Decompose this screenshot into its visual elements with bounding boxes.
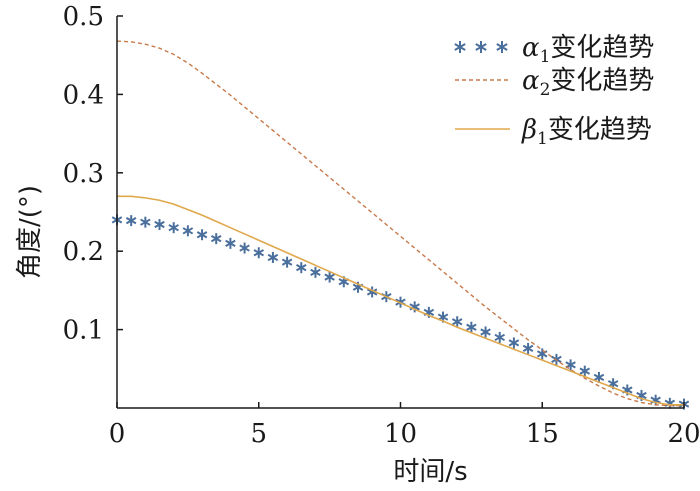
data-point bbox=[480, 326, 491, 338]
legend-marker bbox=[475, 41, 487, 53]
legend-label: α1变化趋势 bbox=[522, 33, 654, 67]
data-point bbox=[451, 316, 463, 328]
data-point bbox=[324, 271, 335, 283]
data-point bbox=[267, 251, 279, 263]
data-point bbox=[281, 256, 293, 268]
x-axis-label: 时间/s bbox=[393, 457, 467, 487]
x-tick-label: 20 bbox=[667, 419, 700, 449]
data-point bbox=[225, 237, 236, 249]
data-point bbox=[664, 397, 676, 409]
data-point bbox=[508, 337, 520, 349]
data-point bbox=[409, 301, 420, 313]
y-tick-label: 0.4 bbox=[63, 80, 104, 110]
series-alpha1-markers bbox=[111, 214, 690, 410]
x-tick-label: 5 bbox=[250, 419, 267, 449]
data-point bbox=[366, 286, 378, 298]
data-point bbox=[650, 394, 661, 406]
plot-lines bbox=[111, 40, 690, 410]
y-tick-label: 0.1 bbox=[63, 316, 104, 346]
data-point bbox=[522, 342, 534, 354]
legend-marker bbox=[454, 41, 466, 53]
x-tick-label: 15 bbox=[526, 419, 559, 449]
y-tick-label: 0.3 bbox=[63, 159, 104, 189]
data-point bbox=[494, 331, 505, 343]
data-point bbox=[593, 371, 605, 383]
data-point bbox=[466, 321, 477, 333]
data-point bbox=[168, 222, 179, 234]
data-point bbox=[239, 242, 250, 254]
data-point bbox=[154, 219, 165, 231]
data-point bbox=[196, 229, 208, 241]
y-axis-label: 角度/(°) bbox=[15, 185, 45, 279]
legend-item: α1变化趋势 bbox=[454, 33, 654, 67]
data-point bbox=[296, 262, 307, 274]
ticks: 0 5 10 15 20 0.1 0.2 0.3 0.4 0.5 bbox=[63, 2, 700, 449]
legend-item: α2变化趋势 bbox=[455, 66, 654, 100]
legend-label: β1变化趋势 bbox=[521, 115, 652, 149]
legend-item: β1变化趋势 bbox=[455, 115, 652, 149]
data-point bbox=[565, 359, 576, 371]
data-point bbox=[182, 225, 194, 237]
y-tick-label: 0.2 bbox=[63, 237, 104, 267]
data-point bbox=[579, 365, 591, 377]
data-point bbox=[210, 233, 222, 245]
data-point bbox=[253, 247, 265, 259]
data-point bbox=[125, 215, 137, 227]
data-point bbox=[310, 266, 321, 278]
legend-label: α2变化趋势 bbox=[522, 66, 654, 100]
x-tick-label: 10 bbox=[384, 419, 417, 449]
y-tick-label: 0.5 bbox=[63, 2, 104, 32]
series-beta1-line bbox=[117, 195, 684, 406]
data-point bbox=[140, 216, 151, 228]
legend-marker bbox=[496, 41, 508, 53]
data-point bbox=[536, 348, 548, 360]
x-tick-label: 0 bbox=[109, 419, 126, 449]
